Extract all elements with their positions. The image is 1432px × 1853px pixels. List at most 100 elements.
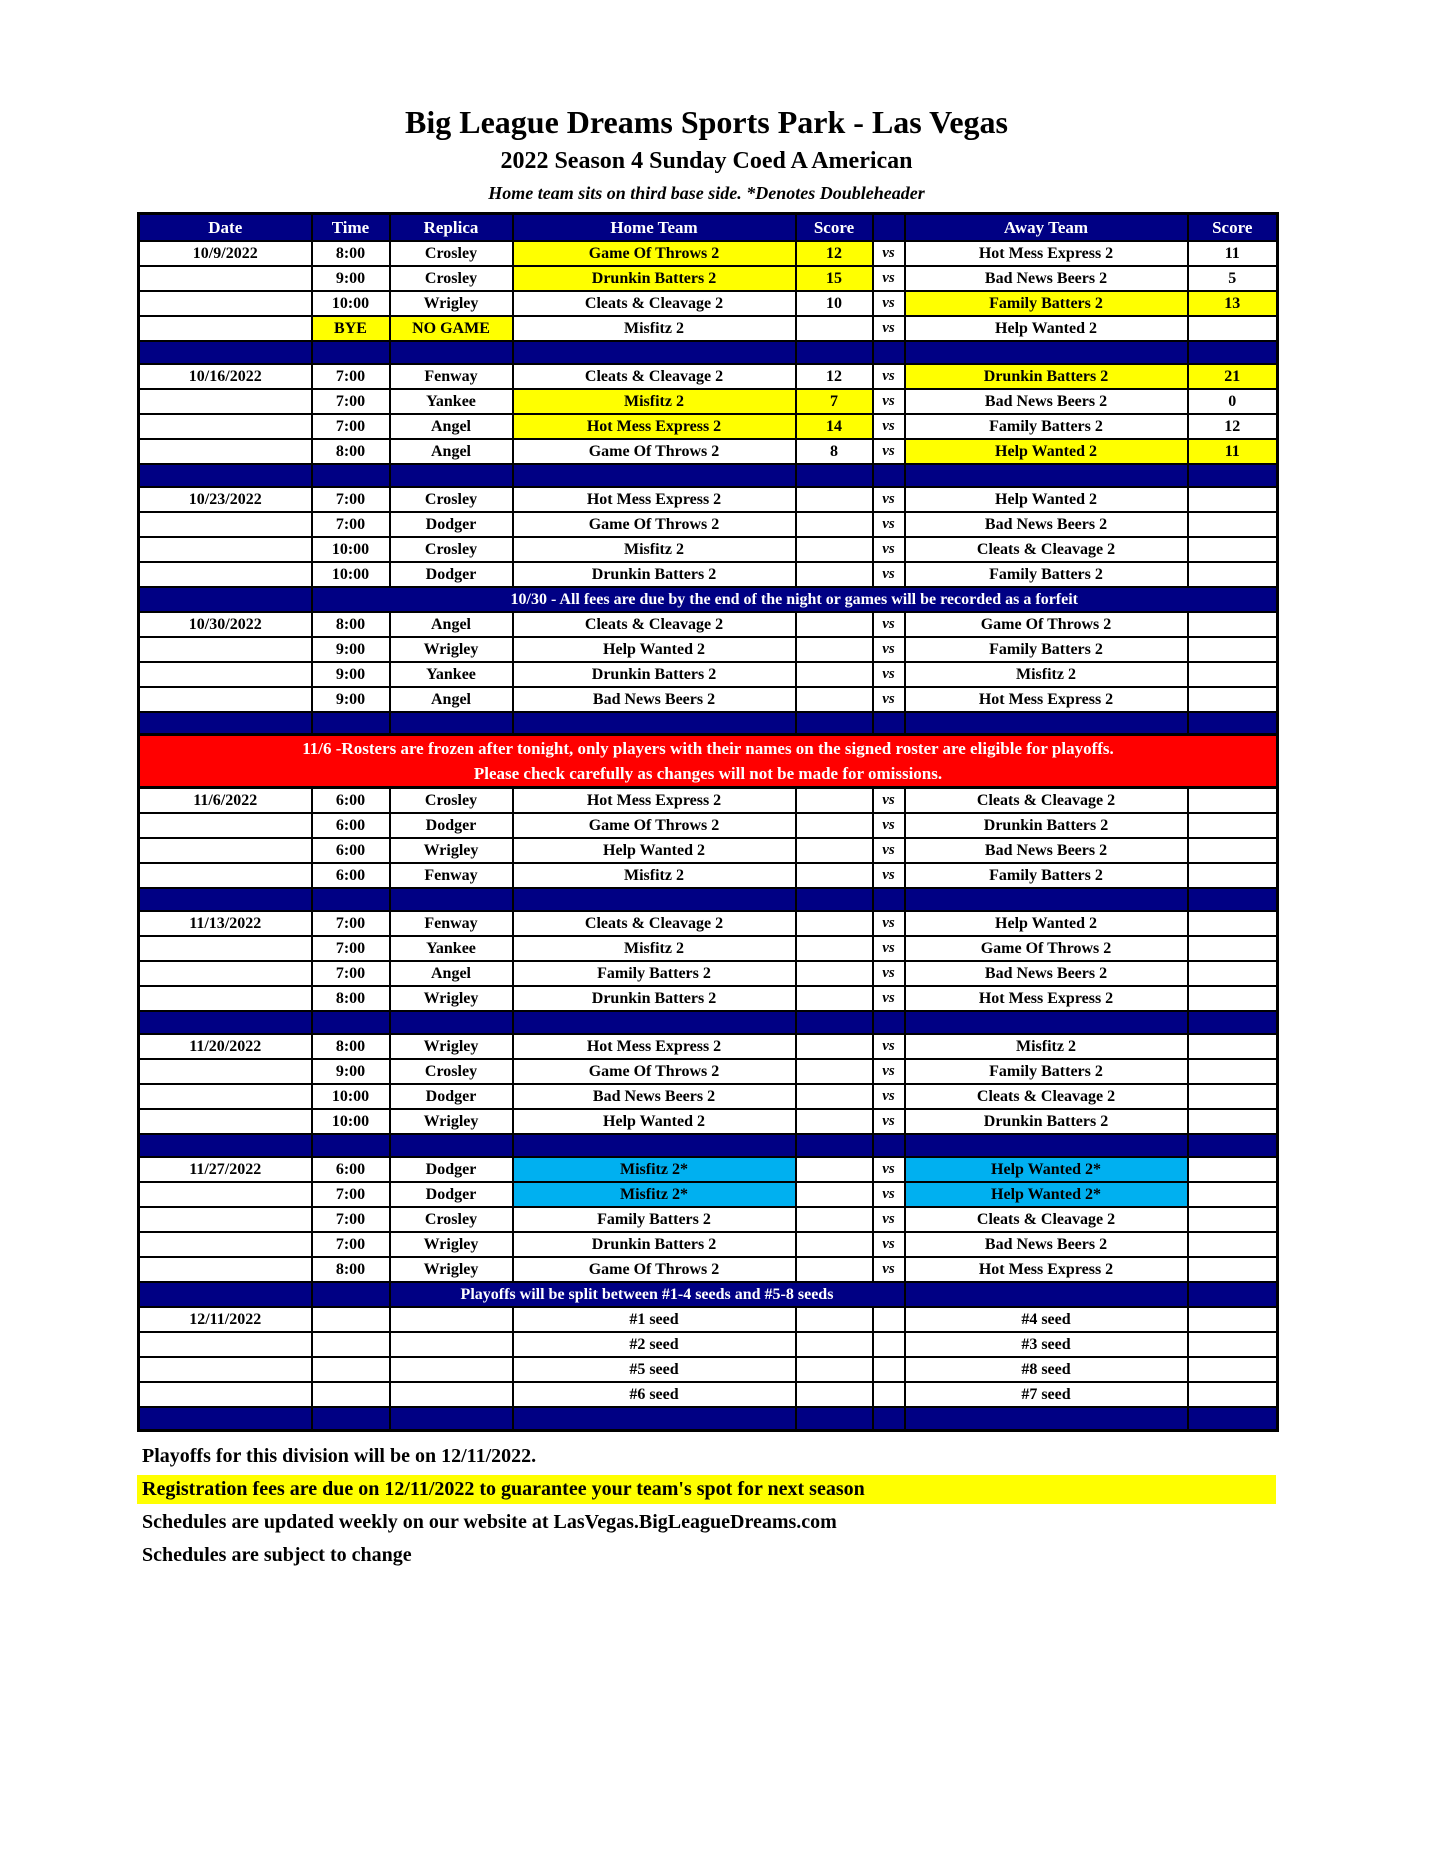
date-cell bbox=[137, 560, 313, 588]
separator-cell-home-score bbox=[794, 1133, 874, 1158]
replica-cell: Fenway bbox=[388, 910, 514, 937]
vs-cell: vs bbox=[871, 387, 906, 415]
season-subtitle: 2022 Season 4 Sunday Coed A American bbox=[500, 148, 913, 174]
away-score-cell bbox=[1186, 314, 1279, 342]
note2-row: Playoffs will be split between #1-4 seed… bbox=[137, 1281, 1279, 1308]
away-score-cell bbox=[1186, 1306, 1279, 1333]
date-cell bbox=[137, 837, 313, 864]
separator-cell-vs bbox=[871, 1406, 906, 1431]
time-cell bbox=[310, 1281, 391, 1308]
replica-cell: Angel bbox=[388, 685, 514, 713]
vs-cell: vs bbox=[871, 1181, 906, 1208]
date-cell: 11/6/2022 bbox=[137, 786, 313, 814]
replica-cell: Dodger bbox=[388, 1156, 514, 1183]
away-score-cell bbox=[1186, 862, 1279, 889]
header-cell-replica: Replica bbox=[388, 212, 514, 242]
date-cell bbox=[137, 1058, 313, 1085]
date-cell bbox=[137, 862, 313, 889]
away-team-cell: Drunkin Batters 2 bbox=[903, 362, 1189, 390]
separator-cell-home-score bbox=[794, 710, 874, 736]
time-cell: 10:00 bbox=[310, 1083, 391, 1110]
time-cell: 7:00 bbox=[310, 362, 391, 390]
date-cell: 11/27/2022 bbox=[137, 1156, 313, 1183]
page-title: Big League Dreams Sports Park - Las Vega… bbox=[405, 104, 1008, 140]
away-score-cell bbox=[1186, 1356, 1279, 1383]
home-team-cell: Help Wanted 2 bbox=[511, 635, 797, 663]
home-team-cell: #1 seed bbox=[511, 1306, 797, 1333]
away-score-cell bbox=[1186, 1206, 1279, 1233]
home-score-cell bbox=[794, 560, 874, 588]
separator-cell-home-score bbox=[794, 887, 874, 912]
game-row: 8:00 Angel Game Of Throws 2 8 vs Help Wanted … bbox=[137, 437, 1279, 465]
separator-cell-time bbox=[310, 1406, 391, 1431]
away-team-cell: Hot Mess Express 2 bbox=[903, 985, 1189, 1012]
vs-cell bbox=[871, 1356, 906, 1383]
separator-cell-away-score bbox=[1186, 1010, 1279, 1035]
home-score-cell bbox=[794, 610, 874, 638]
header-cell-home-score: Score bbox=[794, 212, 874, 242]
separator-cell-home-team bbox=[511, 887, 797, 912]
away-team-cell: Bad News Beers 2 bbox=[903, 960, 1189, 987]
time-cell bbox=[310, 1356, 391, 1383]
away-team-cell: Drunkin Batters 2 bbox=[903, 1108, 1189, 1135]
away-score-cell bbox=[1186, 1156, 1279, 1183]
home-score-cell bbox=[794, 1058, 874, 1085]
sep-row bbox=[137, 1010, 1279, 1035]
home-score-cell bbox=[794, 535, 874, 563]
date-cell bbox=[137, 1331, 313, 1358]
away-team-cell: #7 seed bbox=[903, 1381, 1189, 1408]
game-row: 6:00 Wrigley Help Wanted 2 vs Bad News Beers… bbox=[137, 837, 1279, 864]
separator-cell-vs bbox=[871, 339, 906, 365]
header-cell-date: Date bbox=[137, 212, 313, 242]
date-cell bbox=[137, 585, 313, 613]
game-row: #2 seed #3 seed bbox=[137, 1331, 1279, 1358]
home-team-cell: Misfitz 2 bbox=[511, 387, 797, 415]
home-score-cell bbox=[794, 786, 874, 814]
time-cell: BYE bbox=[310, 314, 391, 342]
date-cell bbox=[137, 985, 313, 1012]
home-score-cell: 8 bbox=[794, 437, 874, 465]
away-score-cell bbox=[1186, 610, 1279, 638]
header-cell-home-team: Home Team bbox=[511, 212, 797, 242]
note-text: 10/30 - All fees are due by the end of t… bbox=[310, 585, 1279, 613]
replica-cell: Wrigley bbox=[388, 635, 514, 663]
game-row: 10/23/2022 7:00 Crosley Hot Mess Express 2 v… bbox=[137, 485, 1279, 513]
away-team-cell: Help Wanted 2* bbox=[903, 1156, 1189, 1183]
home-score-cell bbox=[794, 837, 874, 864]
replica-cell: Yankee bbox=[388, 935, 514, 962]
away-score-cell bbox=[1186, 1381, 1279, 1408]
time-cell: 9:00 bbox=[310, 264, 391, 292]
vs-cell bbox=[871, 1381, 906, 1408]
replica-cell: Wrigley bbox=[388, 289, 514, 317]
vs-cell: vs bbox=[871, 1156, 906, 1183]
sep-row bbox=[137, 1133, 1279, 1158]
home-score-cell bbox=[794, 960, 874, 987]
replica-cell: Angel bbox=[388, 412, 514, 440]
home-score-cell bbox=[794, 1306, 874, 1333]
away-score-cell bbox=[1186, 786, 1279, 814]
vs-cell: vs bbox=[871, 412, 906, 440]
home-team-cell: Drunkin Batters 2 bbox=[511, 560, 797, 588]
home-team-cell: Cleats & Cleavage 2 bbox=[511, 362, 797, 390]
away-score-cell bbox=[1186, 560, 1279, 588]
separator-cell-away-team bbox=[903, 1010, 1189, 1035]
vs-cell: vs bbox=[871, 1033, 906, 1060]
date-cell bbox=[137, 1108, 313, 1135]
footer-line-highlighted: Registration fees are due on 12/11/2022 … bbox=[137, 1474, 1276, 1504]
away-score-cell bbox=[1186, 1033, 1279, 1060]
away-score-cell bbox=[1186, 837, 1279, 864]
date-cell bbox=[137, 535, 313, 563]
home-team-cell: Game Of Throws 2 bbox=[511, 437, 797, 465]
away-team-cell: Family Batters 2 bbox=[903, 289, 1189, 317]
time-cell: 8:00 bbox=[310, 1256, 391, 1283]
date-cell: 10/30/2022 bbox=[137, 610, 313, 638]
replica-cell: Yankee bbox=[388, 387, 514, 415]
home-team-cell: Game Of Throws 2 bbox=[511, 239, 797, 267]
separator-cell-away-team bbox=[903, 887, 1189, 912]
time-cell: 7:00 bbox=[310, 485, 391, 513]
home-score-cell bbox=[794, 635, 874, 663]
date-cell bbox=[137, 660, 313, 688]
header-cell-time: Time bbox=[310, 212, 391, 242]
